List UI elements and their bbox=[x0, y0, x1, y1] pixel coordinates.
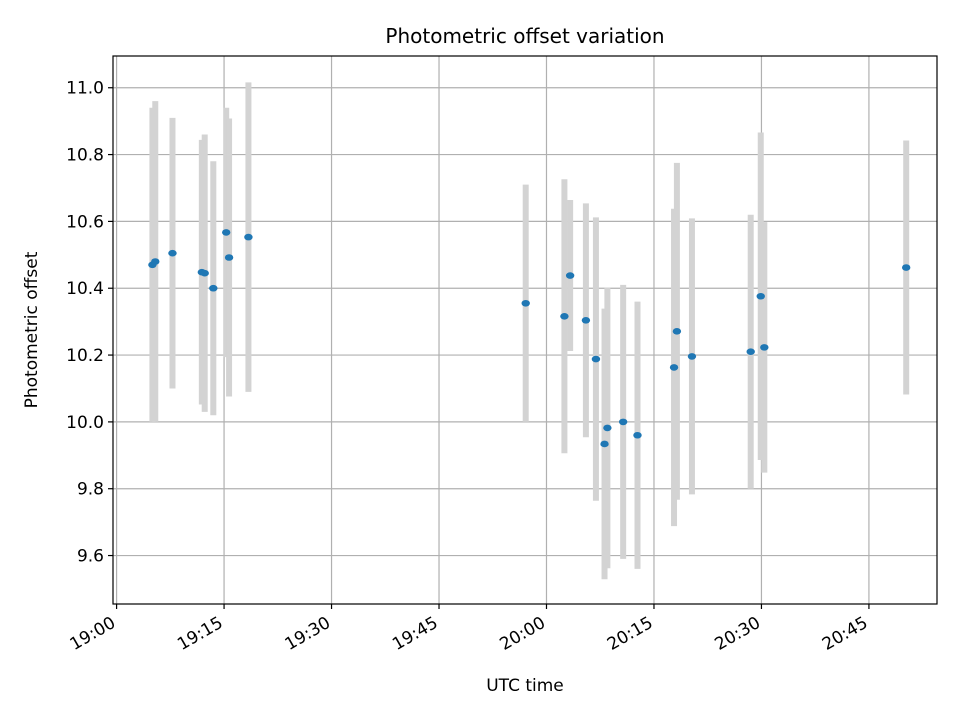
data-point bbox=[669, 364, 679, 371]
data-point bbox=[600, 440, 609, 448]
data-point bbox=[224, 254, 234, 261]
y-tick-label: 9.8 bbox=[77, 480, 104, 500]
data-point bbox=[244, 233, 253, 241]
y-tick-label: 9.6 bbox=[77, 547, 104, 567]
data-point bbox=[151, 258, 160, 265]
data-point bbox=[168, 249, 177, 257]
y-axis-label: Photometric offset bbox=[22, 251, 42, 408]
y-tick-label: 10.0 bbox=[66, 413, 104, 433]
data-point bbox=[633, 431, 642, 439]
plot-frame bbox=[112, 55, 938, 605]
data-point bbox=[591, 355, 601, 363]
y-tick-label: 10.6 bbox=[66, 212, 104, 232]
x-axis-label: UTC time bbox=[486, 676, 564, 696]
data-point bbox=[222, 229, 231, 236]
data-points bbox=[148, 229, 911, 448]
data-point bbox=[209, 284, 218, 292]
data-point bbox=[581, 317, 591, 324]
data-point bbox=[618, 418, 628, 426]
data-point bbox=[672, 328, 682, 335]
y-tick-label: 10.2 bbox=[66, 346, 104, 366]
data-point bbox=[521, 299, 530, 307]
data-point bbox=[565, 272, 575, 279]
y-tick-label: 11.0 bbox=[66, 79, 104, 99]
data-point bbox=[901, 264, 911, 271]
data-point bbox=[756, 292, 765, 300]
chart-title: Photometric offset variation bbox=[385, 24, 664, 48]
data-point bbox=[560, 313, 569, 320]
data-point bbox=[200, 269, 209, 277]
y-tick-label: 10.8 bbox=[66, 146, 104, 166]
data-point bbox=[746, 348, 755, 356]
data-point bbox=[760, 344, 769, 351]
data-point bbox=[603, 424, 612, 432]
y-axis-ticks: 9.6 9.8 10.0 10.2 10.4 10.6 10.8 11.0 bbox=[66, 79, 113, 567]
data-point bbox=[687, 353, 697, 360]
y-tick-label: 10.4 bbox=[66, 279, 104, 299]
